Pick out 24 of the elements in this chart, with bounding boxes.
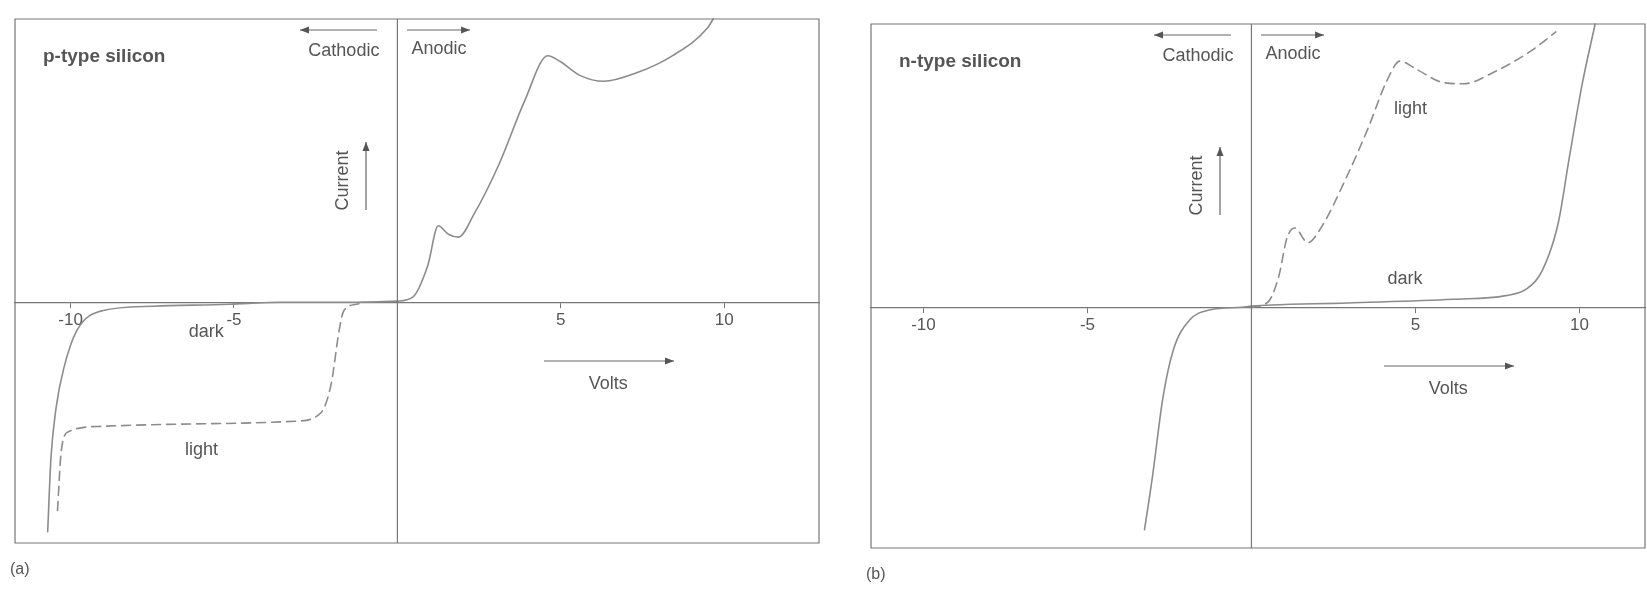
series-label: dark — [1387, 267, 1424, 288]
text: (b) — [866, 565, 886, 583]
y-axis-title: Current — [332, 150, 353, 211]
x-tick-label: -10 — [58, 310, 83, 330]
x-tick-label: 10 — [714, 310, 734, 330]
x-tick-label: 10 — [1569, 315, 1589, 335]
text: (a) — [10, 560, 30, 578]
text: p-type silicon — [43, 45, 166, 67]
y-axis-title: Current — [1186, 155, 1207, 216]
annotation: Cathodic — [308, 39, 380, 60]
x-axis-title: Volts — [588, 373, 628, 394]
x-tick-label: -10 — [911, 315, 936, 335]
annotation: Cathodic — [1162, 44, 1234, 65]
annotation: Anodic — [1265, 42, 1321, 63]
x-axis-title: Volts — [1428, 378, 1468, 399]
series-label: light — [1393, 97, 1427, 118]
x-tick-label: 5 — [1410, 315, 1421, 335]
series-label: dark — [188, 320, 225, 341]
series-label: light — [185, 438, 219, 459]
x-tick-label: 5 — [556, 310, 566, 330]
text: n-type silicon — [899, 50, 1022, 72]
x-tick-label: -5 — [1079, 315, 1096, 335]
x-tick-label: -5 — [226, 310, 242, 330]
annotation: Anodic — [411, 37, 467, 58]
